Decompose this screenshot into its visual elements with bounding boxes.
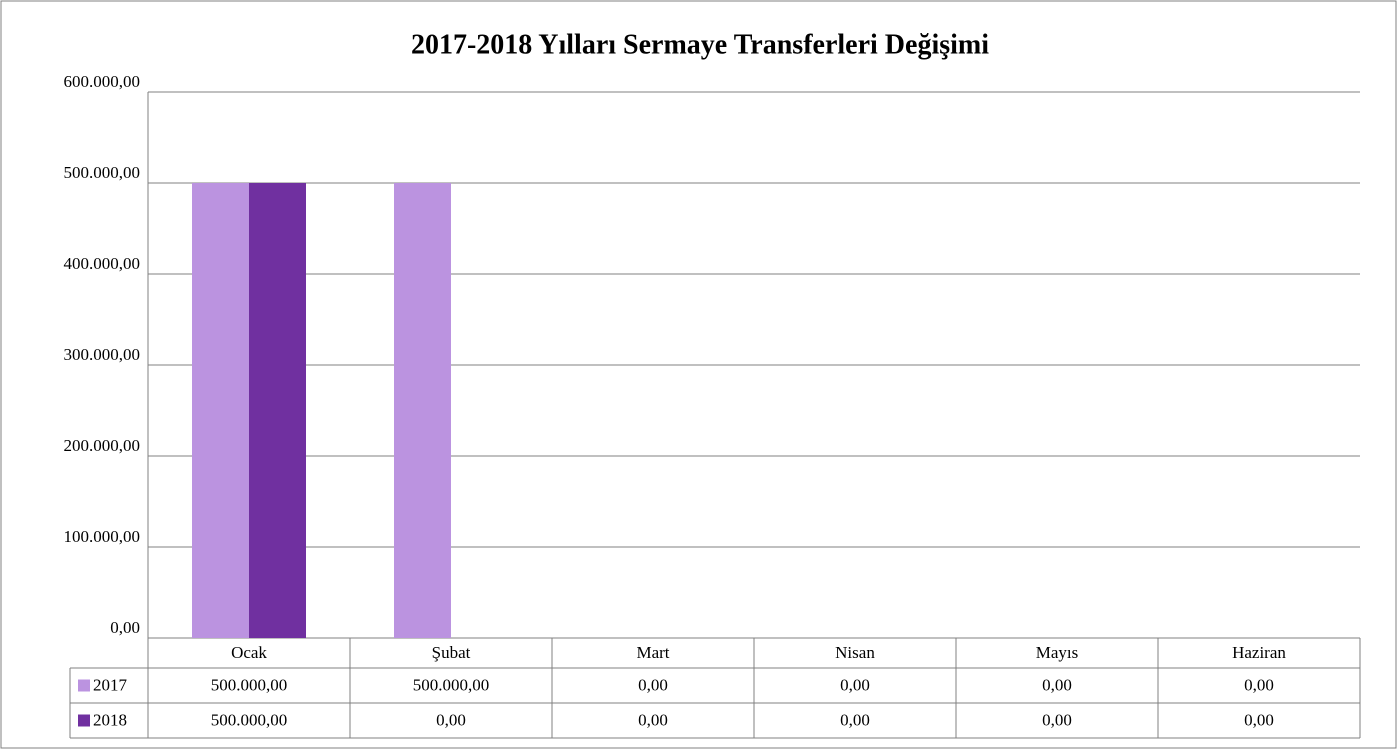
bar (192, 183, 249, 638)
table-value: 0,00 (1244, 675, 1274, 694)
x-tick-label: Nisan (835, 643, 875, 662)
legend-key (78, 679, 90, 692)
x-tick-label: Mayıs (1036, 643, 1079, 662)
y-tick-label: 500.000,00 (64, 163, 141, 182)
y-tick-label: 300.000,00 (64, 345, 141, 364)
bar (249, 183, 306, 638)
table-value: 500.000,00 (211, 710, 288, 729)
y-tick-label: 200.000,00 (64, 436, 141, 455)
x-tick-label: Haziran (1232, 643, 1286, 662)
y-tick-label: 600.000,00 (64, 72, 141, 91)
legend-key (78, 714, 90, 727)
table-value: 0,00 (840, 710, 870, 729)
legend-label: 2018 (93, 710, 127, 729)
table-value: 500.000,00 (211, 675, 288, 694)
table-value: 0,00 (436, 710, 466, 729)
table-value: 0,00 (1244, 710, 1274, 729)
chart-title: 2017-2018 Yılları Sermaye Transferleri D… (411, 29, 989, 60)
y-tick-label: 100.000,00 (64, 527, 141, 546)
table-value: 0,00 (1042, 710, 1072, 729)
x-tick-label: Ocak (231, 643, 267, 662)
table-value: 0,00 (638, 675, 668, 694)
y-tick-label: 400.000,00 (64, 254, 141, 273)
x-tick-label: Şubat (432, 643, 471, 662)
table-value: 0,00 (840, 675, 870, 694)
legend-label: 2017 (93, 675, 128, 694)
table-value: 0,00 (638, 710, 668, 729)
bar (394, 183, 451, 638)
table-value: 0,00 (1042, 675, 1072, 694)
y-tick-label: 0,00 (110, 618, 140, 637)
x-tick-label: Mart (636, 643, 669, 662)
table-value: 500.000,00 (413, 675, 490, 694)
